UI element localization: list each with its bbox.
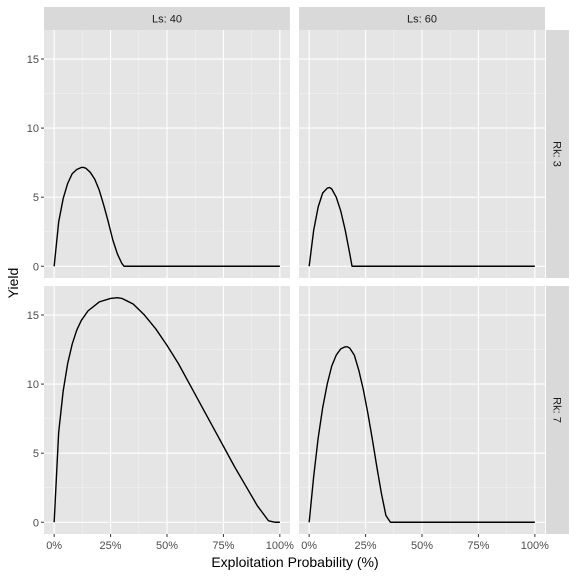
x-tick-label: 25% (100, 540, 122, 552)
row-strip-label: Rk: 3 (551, 141, 563, 167)
y-tick-label: 15 (27, 54, 39, 66)
y-tick-label: 5 (33, 192, 39, 204)
y-tick-label: 10 (27, 379, 39, 391)
panel-r1-c1 (299, 286, 545, 534)
strip-background (299, 7, 545, 30)
y-tick-label: 0 (33, 517, 39, 529)
x-axis-title: Exploitation Probability (%) (211, 554, 378, 570)
x-tick-label: 0% (301, 540, 317, 552)
series-line-panel-2 (53, 297, 280, 523)
x-tick-label: 100% (521, 540, 549, 552)
column-strip-1: Ls: 60 (299, 7, 545, 30)
strips-layer: Ls: 40 Ls: 60 Rk: 3 Rk: 7 (44, 7, 569, 534)
x-tick-label: 50% (411, 540, 433, 552)
column-strip-0: Ls: 40 (44, 7, 290, 30)
row-strip-label: Rk: 7 (551, 397, 563, 423)
strip-background (546, 286, 569, 534)
strip-background (546, 30, 569, 278)
column-strip-label: Ls: 40 (152, 14, 182, 26)
x-tick-label: 75% (212, 540, 234, 552)
y-tick-label: 10 (27, 123, 39, 135)
series-line-panel-1 (308, 186, 535, 267)
panel-r0-c1 (299, 30, 545, 278)
row-strip-1: Rk: 7 (546, 286, 569, 534)
x-tick-label: 50% (156, 540, 178, 552)
series-line-panel-3 (308, 346, 535, 523)
axes-layer: 0 5 10 15 0 5 10 15 0% 25% 50% 75% 100% 0% 25% 50% 75% 10… (27, 54, 549, 552)
y-tick-label: 5 (33, 448, 39, 460)
panel-r0-c0 (44, 30, 290, 278)
series-line-panel-0 (53, 166, 280, 267)
row-strip-0: Rk: 3 (546, 30, 569, 278)
x-tick-label: 25% (355, 540, 377, 552)
x-tick-label: 75% (467, 540, 489, 552)
strip-background (44, 7, 290, 30)
y-axis-title: Yield (5, 268, 21, 299)
panel-r1-c0 (44, 286, 290, 534)
panels-layer (44, 30, 545, 534)
y-tick-label: 15 (27, 310, 39, 322)
column-strip-label: Ls: 60 (407, 14, 437, 26)
x-tick-label: 0% (46, 540, 62, 552)
y-tick-label: 0 (33, 261, 39, 273)
x-tick-label: 100% (266, 540, 294, 552)
